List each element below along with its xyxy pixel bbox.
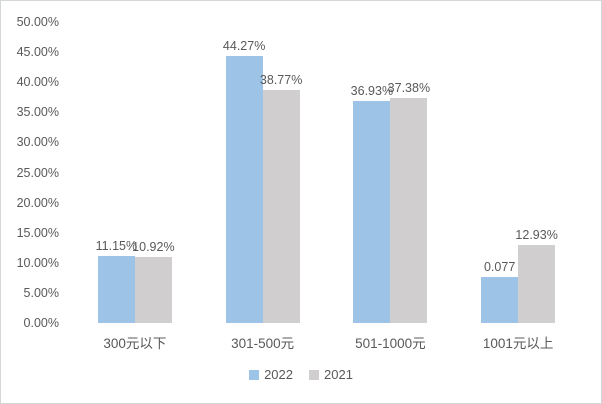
data-label-2021-300元以下: 10.92%	[132, 240, 175, 255]
data-label-2021-1001元以上: 12.93%	[515, 228, 558, 243]
y-tick-label: 10.00%	[16, 255, 59, 270]
legend-item-2021: 2021	[309, 367, 353, 382]
legend-label-2022: 2022	[264, 367, 293, 382]
category-label-501-1000元: 501-1000元	[355, 336, 426, 351]
legend: 2022 2021	[1, 367, 601, 382]
bar-2021-501-1000元	[390, 97, 428, 323]
y-tick-label: 50.00%	[16, 15, 59, 29]
y-tick-label: 20.00%	[16, 195, 59, 210]
data-label-2022-501-1000元: 36.93%	[350, 83, 394, 98]
bar-2021-300元以下	[134, 257, 172, 323]
data-label-2022-1001元以上: 0.077	[483, 259, 516, 274]
bar-2021-1001元以上	[518, 245, 556, 323]
y-tick-label: 45.00%	[16, 45, 59, 60]
bar-2022-301-500元	[225, 56, 263, 323]
bar-2022-1001元以上	[481, 276, 519, 323]
y-tick-label: 15.00%	[16, 225, 59, 240]
category-label-1001元以上: 1001元以上	[482, 336, 554, 351]
legend-label-2021: 2021	[324, 367, 353, 382]
y-tick-label: 0.00%	[23, 316, 59, 330]
data-label-2022-301-500元: 44.27%	[222, 39, 266, 54]
y-tick-label: 5.00%	[23, 285, 59, 300]
y-tick-label: 25.00%	[16, 165, 59, 180]
bar-2022-501-1000元	[353, 100, 391, 323]
category-label-301-500元: 301-500元	[231, 336, 295, 351]
data-label-2021-501-1000元: 37.38%	[387, 80, 431, 95]
bar-2022-300元以下	[97, 255, 135, 323]
data-label-2022-300元以下: 11.15%	[95, 238, 138, 253]
y-tick-label: 30.00%	[16, 135, 59, 150]
legend-swatch-2022	[249, 369, 260, 380]
legend-swatch-2021	[309, 369, 319, 380]
bar-2021-301-500元	[262, 89, 300, 323]
category-label-300元以下: 300元以下	[103, 336, 167, 351]
y-tick-label: 40.00%	[16, 75, 59, 90]
data-label-2021-301-500元: 38.77%	[259, 72, 303, 87]
legend-item-2022: 2022	[249, 367, 293, 382]
y-tick-label: 35.00%	[16, 105, 59, 120]
